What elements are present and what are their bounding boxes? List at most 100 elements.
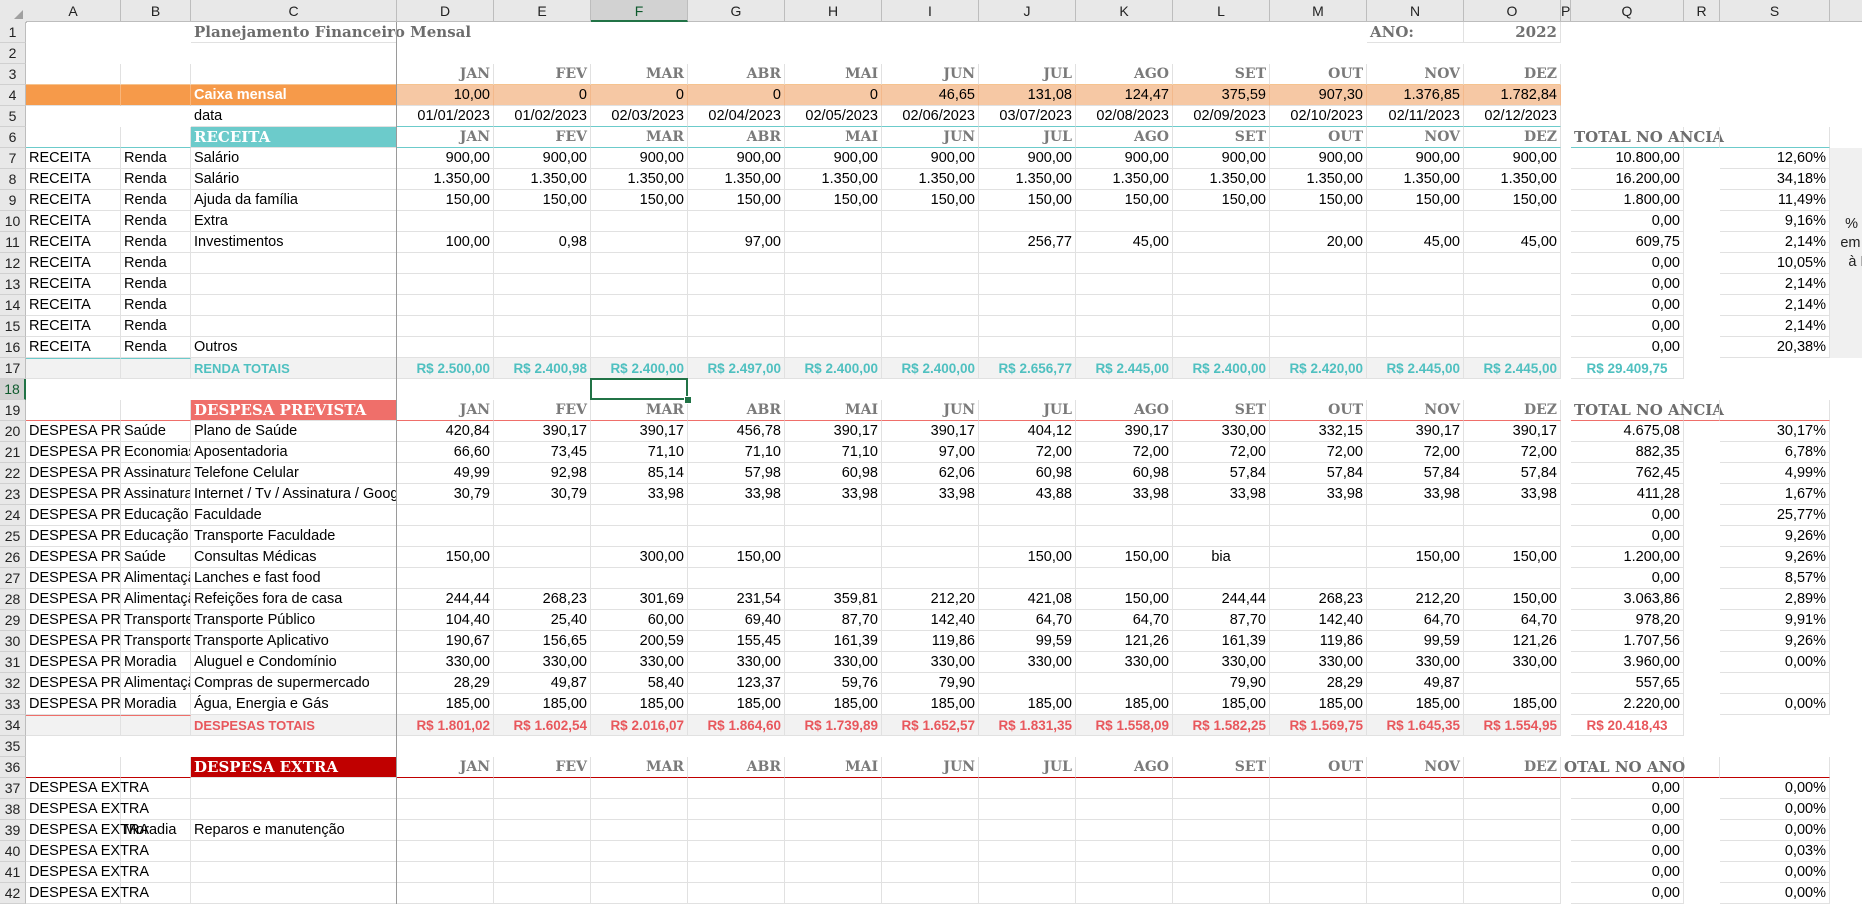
- cell-O9[interactable]: 150,00: [1464, 190, 1561, 211]
- row-header-20[interactable]: 20: [0, 421, 26, 442]
- cell-F31[interactable]: 330,00: [591, 652, 688, 673]
- cell-H33[interactable]: 185,00: [785, 694, 882, 715]
- row-header-15[interactable]: 15: [0, 316, 26, 337]
- cell-O22[interactable]: 57,84: [1464, 463, 1561, 484]
- cell-Q39[interactable]: 0,00: [1571, 820, 1684, 841]
- cell-J3[interactable]: JUL: [979, 64, 1076, 85]
- cell-F33[interactable]: 185,00: [591, 694, 688, 715]
- cell-C32[interactable]: Compras de supermercado: [191, 673, 397, 694]
- cell-N24[interactable]: [1367, 505, 1464, 526]
- cell-O33[interactable]: 185,00: [1464, 694, 1561, 715]
- cell-Q12[interactable]: 0,00: [1571, 253, 1684, 274]
- column-header-J[interactable]: J: [979, 0, 1076, 22]
- cell-S39[interactable]: 0,00%: [1720, 820, 1830, 841]
- cell-H19[interactable]: MAI: [785, 400, 882, 421]
- row-header-5[interactable]: 5: [0, 106, 26, 127]
- cell-I20[interactable]: 390,17: [882, 421, 979, 442]
- cell-O25[interactable]: [1464, 526, 1561, 547]
- cell-D30[interactable]: 190,67: [397, 631, 494, 652]
- cell-J33[interactable]: 185,00: [979, 694, 1076, 715]
- cell-L21[interactable]: 72,00: [1173, 442, 1270, 463]
- cell-G9[interactable]: 150,00: [688, 190, 785, 211]
- cell-Q29[interactable]: 978,20: [1571, 610, 1684, 631]
- cell-R19[interactable]: [1684, 400, 1720, 421]
- row-header-23[interactable]: 23: [0, 484, 26, 505]
- cell-L12[interactable]: [1173, 253, 1270, 274]
- cell-I10[interactable]: [882, 211, 979, 232]
- cell-D41[interactable]: [397, 862, 494, 883]
- cell-Q40[interactable]: 0,00: [1571, 841, 1684, 862]
- row-header-22[interactable]: 22: [0, 463, 26, 484]
- row-header-28[interactable]: 28: [0, 589, 26, 610]
- cell-K23[interactable]: 33,98: [1076, 484, 1173, 505]
- cell-F5[interactable]: 02/03/2023: [591, 106, 688, 127]
- cell-L16[interactable]: [1173, 337, 1270, 358]
- cell-L8[interactable]: 1.350,00: [1173, 169, 1270, 190]
- cell-N15[interactable]: [1367, 316, 1464, 337]
- cell-B4[interactable]: [121, 85, 191, 106]
- cell-S20[interactable]: 30,17%: [1720, 421, 1830, 442]
- cell-E29[interactable]: 25,40: [494, 610, 591, 631]
- cell-D26[interactable]: 150,00: [397, 547, 494, 568]
- cell-H16[interactable]: [785, 337, 882, 358]
- cell-F41[interactable]: [591, 862, 688, 883]
- cell-B31[interactable]: Moradia: [121, 652, 191, 673]
- cell-E27[interactable]: [494, 568, 591, 589]
- cell-I15[interactable]: [882, 316, 979, 337]
- cell-M29[interactable]: 142,40: [1270, 610, 1367, 631]
- cell-H15[interactable]: [785, 316, 882, 337]
- cell-S7[interactable]: 12,60%: [1720, 148, 1830, 169]
- cell-B32[interactable]: Alimentação: [121, 673, 191, 694]
- cell-H24[interactable]: [785, 505, 882, 526]
- cell-K22[interactable]: 60,98: [1076, 463, 1173, 484]
- column-header-P[interactable]: P: [1561, 0, 1571, 22]
- cell-Q37[interactable]: 0,00: [1571, 778, 1684, 799]
- cell-O32[interactable]: [1464, 673, 1561, 694]
- cell-D17[interactable]: R$ 2.500,00: [397, 358, 494, 379]
- cell-C19[interactable]: DESPESA PREVISTA: [191, 400, 397, 421]
- cell-M6[interactable]: OUT: [1270, 127, 1367, 148]
- cell-K19[interactable]: AGO: [1076, 400, 1173, 421]
- cell-E22[interactable]: 92,98: [494, 463, 591, 484]
- cell-J30[interactable]: 99,59: [979, 631, 1076, 652]
- cell-L32[interactable]: 79,90: [1173, 673, 1270, 694]
- row-header-40[interactable]: 40: [0, 841, 26, 862]
- row-header-9[interactable]: 9: [0, 190, 26, 211]
- cell-K26[interactable]: 150,00: [1076, 547, 1173, 568]
- cell-O4[interactable]: 1.782,84: [1464, 85, 1561, 106]
- cell-D15[interactable]: [397, 316, 494, 337]
- cell-G6[interactable]: ABR: [688, 127, 785, 148]
- row-header-14[interactable]: 14: [0, 295, 26, 316]
- cell-F9[interactable]: 150,00: [591, 190, 688, 211]
- cell-K4[interactable]: 124,47: [1076, 85, 1173, 106]
- row-header-6[interactable]: 6: [0, 127, 26, 148]
- cell-C14[interactable]: [191, 295, 397, 316]
- cell-N34[interactable]: R$ 1.645,35: [1367, 715, 1464, 736]
- cell-G23[interactable]: 33,98: [688, 484, 785, 505]
- cell-E3[interactable]: FEV: [494, 64, 591, 85]
- cell-B29[interactable]: Transporte: [121, 610, 191, 631]
- cell-E25[interactable]: [494, 526, 591, 547]
- cell-G12[interactable]: [688, 253, 785, 274]
- cell-L37[interactable]: [1173, 778, 1270, 799]
- cell-A6[interactable]: [26, 127, 121, 148]
- cell-S22[interactable]: 4,99%: [1720, 463, 1830, 484]
- cell-Q27[interactable]: 0,00: [1571, 568, 1684, 589]
- cell-H22[interactable]: 60,98: [785, 463, 882, 484]
- cell-Q42[interactable]: 0,00: [1571, 883, 1684, 904]
- cell-D11[interactable]: 100,00: [397, 232, 494, 253]
- cell-G4[interactable]: 0: [688, 85, 785, 106]
- cell-G13[interactable]: [688, 274, 785, 295]
- cell-N31[interactable]: 330,00: [1367, 652, 1464, 673]
- cell-O36[interactable]: DEZ: [1464, 757, 1561, 778]
- cell-F37[interactable]: [591, 778, 688, 799]
- cell-I7[interactable]: 900,00: [882, 148, 979, 169]
- cell-S8[interactable]: 34,18%: [1720, 169, 1830, 190]
- cell-L6[interactable]: SET: [1173, 127, 1270, 148]
- cell-B22[interactable]: Assinaturas: [121, 463, 191, 484]
- cell-O12[interactable]: [1464, 253, 1561, 274]
- cell-M21[interactable]: 72,00: [1270, 442, 1367, 463]
- cell-Q33[interactable]: 2.220,00: [1571, 694, 1684, 715]
- row-header-18[interactable]: 18: [0, 379, 26, 400]
- cell-F14[interactable]: [591, 295, 688, 316]
